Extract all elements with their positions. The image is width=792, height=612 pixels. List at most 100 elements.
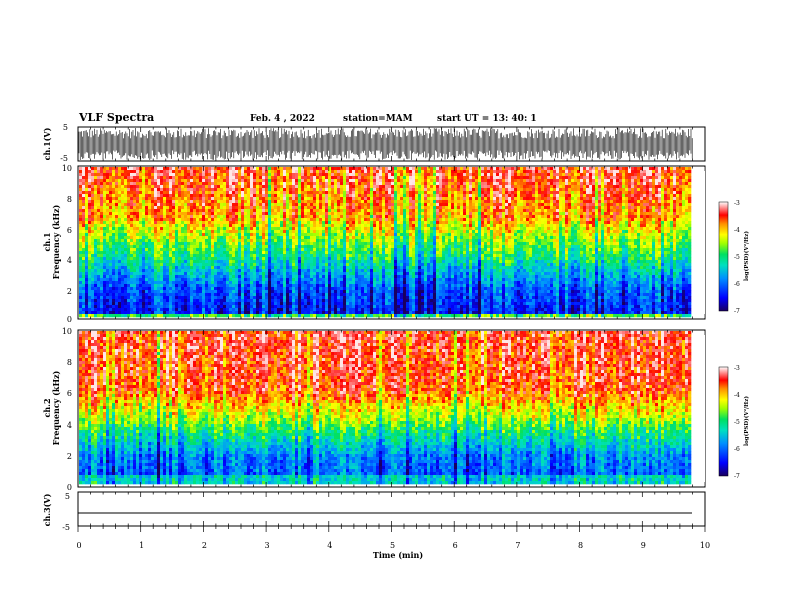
spectrogram-cell xyxy=(199,188,203,192)
spectrogram-cell xyxy=(673,176,677,180)
spectrogram-cell xyxy=(190,218,194,222)
spectrogram-cell xyxy=(130,179,134,183)
spectrogram-cell xyxy=(406,170,410,174)
spectrogram-cell xyxy=(433,218,437,222)
spectrogram-cell xyxy=(319,167,323,171)
spectrogram-cell xyxy=(574,218,578,222)
spectrogram-cell xyxy=(484,236,488,240)
spectrogram-cell xyxy=(184,221,188,225)
spectrogram-cell xyxy=(403,191,407,195)
spectrogram-cell xyxy=(517,206,521,210)
spectrogram-cell xyxy=(145,215,149,219)
spectrogram-cell xyxy=(139,176,143,180)
spectrogram-cell xyxy=(652,209,656,213)
spectrogram-cell xyxy=(601,185,605,189)
spectrogram-cell xyxy=(589,209,593,213)
spectrogram-cell xyxy=(349,209,353,213)
spectrogram-cell xyxy=(685,197,689,201)
spectrogram-cell xyxy=(229,197,233,201)
spectrogram-cell xyxy=(445,182,449,186)
spectrogram-cell xyxy=(172,236,176,240)
spectrogram-cell xyxy=(79,194,83,198)
spectrogram-cell xyxy=(355,206,359,210)
spectrogram-cell xyxy=(394,185,398,189)
spectrogram-cell xyxy=(430,176,434,180)
spectrogram-cell xyxy=(376,236,380,240)
spectrogram-cell xyxy=(325,173,329,177)
spectrogram-cell xyxy=(184,200,188,204)
spectrogram-cell xyxy=(523,173,527,177)
spectrogram-cell xyxy=(337,179,341,183)
spectrogram-cell xyxy=(370,206,374,210)
spectrogram-cell xyxy=(295,185,299,189)
spectrogram-cell xyxy=(433,212,437,216)
spectrogram-cell xyxy=(433,173,437,177)
spectrogram-cell xyxy=(673,188,677,192)
spectrogram-cell xyxy=(337,203,341,207)
spectrogram-cell xyxy=(112,230,116,234)
spectrogram-cell xyxy=(511,227,515,231)
spectrogram-cell xyxy=(343,227,347,231)
spectrogram-cell xyxy=(193,218,197,222)
spectrogram-cell xyxy=(88,191,92,195)
spectrogram-cell xyxy=(496,218,500,222)
spectrogram-cell xyxy=(214,209,218,213)
spectrogram-cell xyxy=(79,209,83,213)
spectrogram-cell xyxy=(127,239,131,243)
spectrogram-cell xyxy=(655,209,659,213)
spectrogram-cell xyxy=(430,197,434,201)
spectrogram-cell xyxy=(112,170,116,174)
spectrogram-cell xyxy=(172,194,176,198)
spectrogram-cell xyxy=(217,170,221,174)
spectrogram-cell xyxy=(244,203,248,207)
spectrogram-cell xyxy=(442,176,446,180)
spectrogram-cell xyxy=(409,197,413,201)
spectrogram-cell xyxy=(85,236,89,240)
spectrogram-cell xyxy=(427,212,431,216)
spectrogram-cell xyxy=(187,182,191,186)
spectrogram-cell xyxy=(649,218,653,222)
spectrogram-cell xyxy=(328,218,332,222)
spectrogram-cell xyxy=(184,206,188,210)
spectrogram-cell xyxy=(283,197,287,201)
spectrogram-cell xyxy=(163,182,167,186)
spectrogram-cell xyxy=(304,215,308,219)
spectrogram-cell xyxy=(118,173,122,177)
spectrogram-cell xyxy=(508,212,512,216)
spectrogram-cell xyxy=(670,218,674,222)
spectrogram-cell xyxy=(679,200,683,204)
spectrogram-cell xyxy=(679,188,683,192)
spectrogram-cell xyxy=(220,236,224,240)
spectrogram-cell xyxy=(82,230,86,234)
spectrogram-cell xyxy=(442,173,446,177)
spectrogram-cell xyxy=(340,197,344,201)
spectrogram-cell xyxy=(640,191,644,195)
spectrogram-cell xyxy=(598,218,602,222)
spectrogram-cell xyxy=(325,236,329,240)
spectrogram-cell xyxy=(247,176,251,180)
spectrogram-cell xyxy=(628,212,632,216)
spectrogram-cell xyxy=(589,185,593,189)
spectrogram-cell xyxy=(367,236,371,240)
spectrogram-cell xyxy=(442,194,446,198)
spectrogram-cell xyxy=(580,230,584,234)
spectrogram-cell xyxy=(97,200,101,204)
spectrogram-cell xyxy=(160,170,164,174)
spectrogram-cell xyxy=(583,203,587,207)
spectrogram-cell xyxy=(85,170,89,174)
spectrogram-cell xyxy=(310,218,314,222)
spectrogram-cell xyxy=(424,194,428,198)
spectrogram-cell xyxy=(223,194,227,198)
spectrogram-cell xyxy=(331,218,335,222)
spectrogram-cell xyxy=(673,227,677,231)
spectrogram-cell xyxy=(208,200,212,204)
spectrogram-cell xyxy=(622,236,626,240)
spectrogram-cell xyxy=(292,224,296,228)
spectrogram-cell xyxy=(505,236,509,240)
spectrogram-cell xyxy=(277,170,281,174)
spectrogram-cell xyxy=(211,173,215,177)
spectrogram-cell xyxy=(298,221,302,225)
spectrogram-cell xyxy=(454,212,458,216)
spectrogram-cell xyxy=(562,167,566,171)
spectrogram-cell xyxy=(91,170,95,174)
